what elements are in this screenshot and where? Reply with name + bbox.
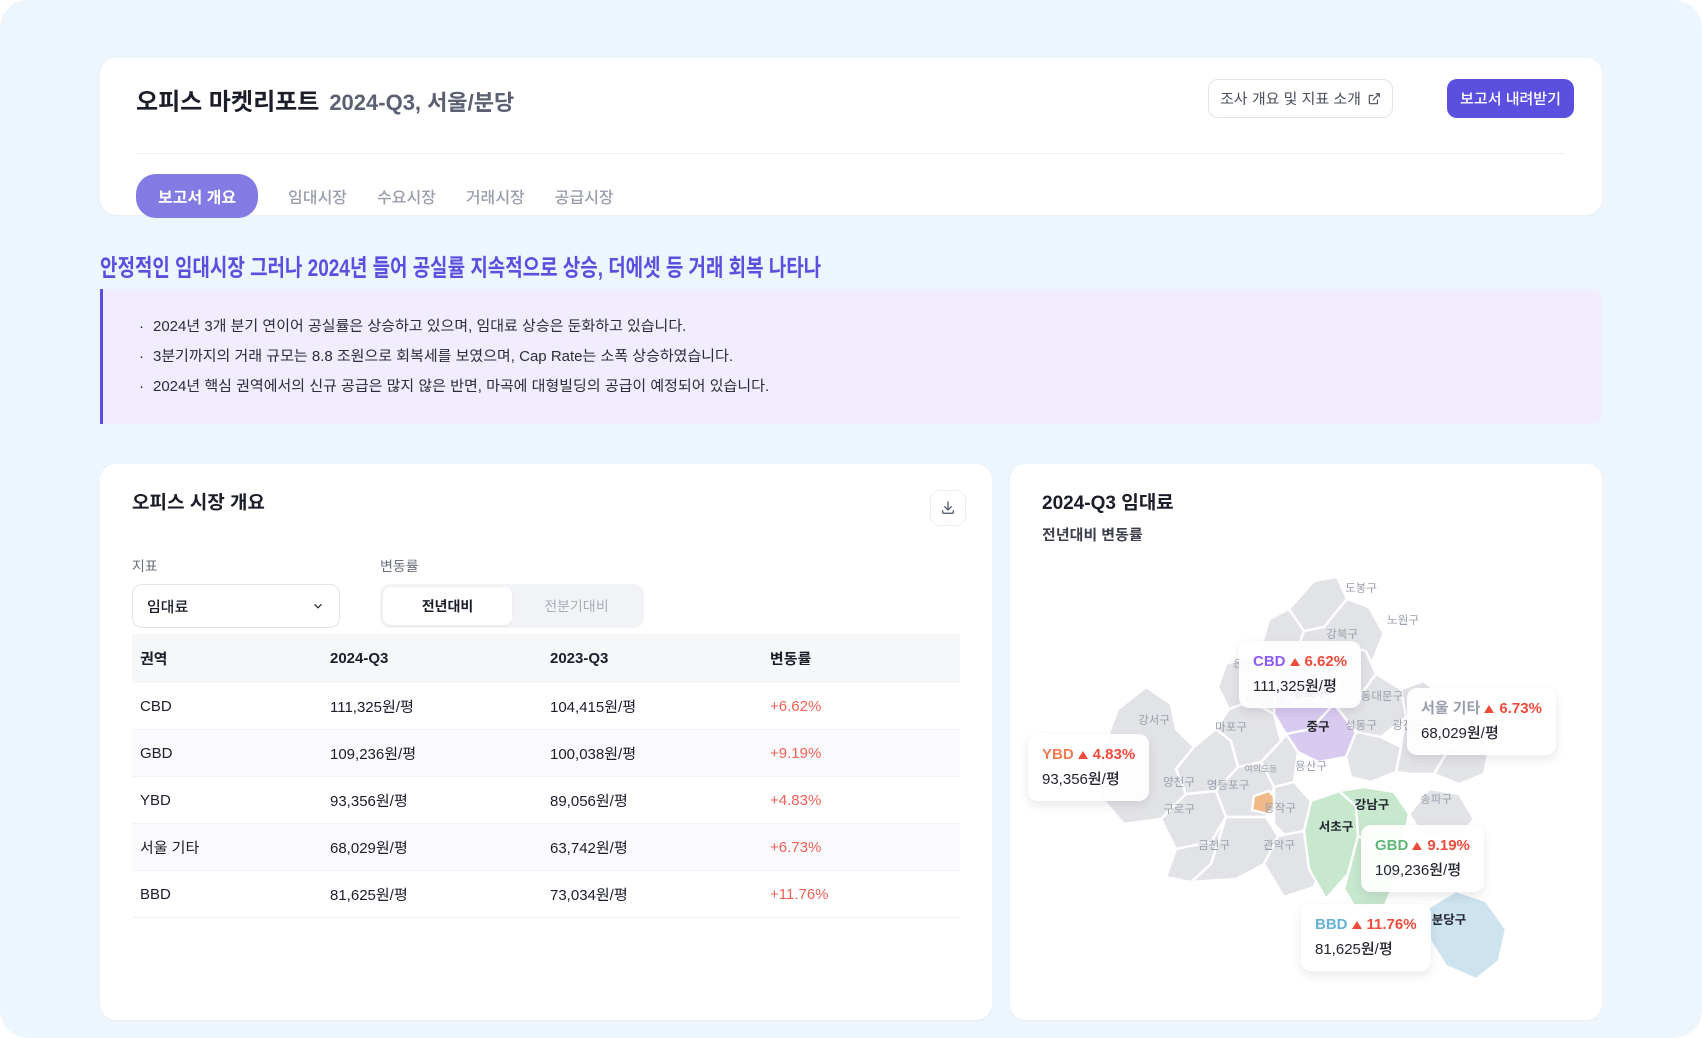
svg-text:마포구: 마포구 bbox=[1215, 721, 1247, 734]
svg-text:관악구: 관악구 bbox=[1263, 839, 1295, 852]
svg-text:중구: 중구 bbox=[1306, 720, 1330, 734]
svg-text:양천구: 양천구 bbox=[1163, 775, 1195, 789]
svg-text:강남구: 강남구 bbox=[1355, 798, 1390, 812]
svg-text:성동구: 성동구 bbox=[1345, 719, 1377, 732]
svg-text:동대문구: 동대문구 bbox=[1361, 690, 1404, 703]
svg-text:강북구: 강북구 bbox=[1326, 628, 1358, 641]
svg-text:구로구: 구로구 bbox=[1163, 804, 1195, 816]
svg-text:용산구: 용산구 bbox=[1295, 760, 1327, 773]
svg-text:서초구: 서초구 bbox=[1319, 820, 1354, 834]
svg-text:노원구: 노원구 bbox=[1387, 614, 1419, 627]
svg-text:강서구: 강서구 bbox=[1138, 714, 1170, 727]
svg-text:분당구: 분당구 bbox=[1432, 913, 1467, 927]
svg-text:송파구: 송파구 bbox=[1420, 793, 1452, 806]
svg-text:동작구: 동작구 bbox=[1264, 802, 1296, 815]
svg-text:여의도동: 여의도동 bbox=[1244, 764, 1277, 774]
svg-text:금천구: 금천구 bbox=[1198, 838, 1230, 852]
svg-text:영등포구: 영등포구 bbox=[1207, 779, 1250, 792]
svg-text:도봉구: 도봉구 bbox=[1345, 583, 1377, 595]
